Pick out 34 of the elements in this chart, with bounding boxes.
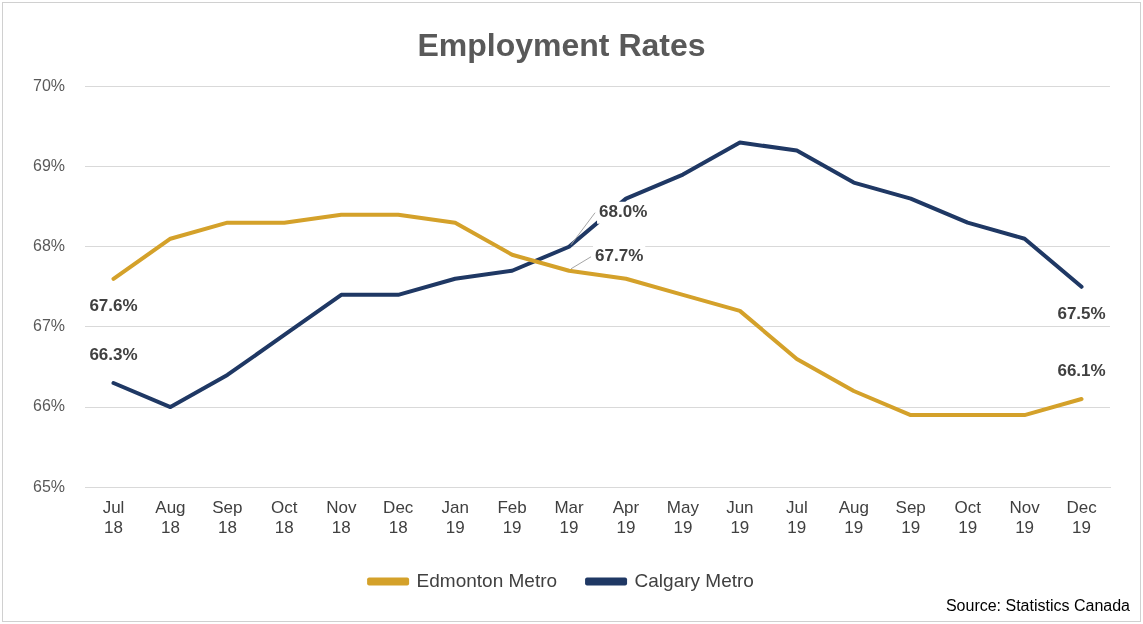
legend-label: Edmonton Metro [416,569,558,591]
y-tick-label: 66% [32,397,66,415]
legend-label: Calgary Metro [634,569,754,591]
x-tick-label: Mar 19 [554,498,585,538]
y-tick-label: 67% [32,317,66,335]
x-tick-label: Dec 18 [383,498,414,538]
x-tick-label: Aug 19 [838,498,869,538]
x-tick-label: Oct 19 [954,498,982,538]
data-label: 66.3% [89,344,138,364]
data-label: 67.5% [1057,304,1106,324]
x-tick-label: Apr 19 [612,498,640,538]
chart-title: Employment Rates [417,27,706,64]
x-tick-label: Jul 19 [785,498,808,538]
x-tick-label: Feb 19 [497,498,527,538]
y-tick-label: 70% [32,76,66,94]
x-tick-label: Sep 19 [895,498,926,538]
x-tick-label: Nov 19 [1009,498,1041,538]
x-tick-label: Nov 18 [326,498,357,538]
y-tick-label: 69% [32,156,66,174]
x-tick-label: Oct 18 [271,498,298,538]
data-label: 67.7% [595,246,644,266]
x-tick-label: Sep 18 [212,498,243,538]
x-tick-label: Jan 19 [441,498,469,538]
source-note: Source: Statistics Canada [945,597,1130,615]
x-tick-label: May 19 [666,498,700,538]
data-label: 68.0% [599,202,648,222]
data-label: 67.6% [89,296,138,316]
y-tick-label: 68% [32,237,66,255]
x-tick-label: Dec 19 [1066,498,1098,538]
x-tick-label: Aug 18 [155,498,186,538]
data-label: 66.1% [1057,360,1106,380]
x-tick-label: Jul 18 [102,498,125,538]
y-tick-label: 65% [32,477,66,495]
x-tick-label: Jun 19 [726,498,754,538]
